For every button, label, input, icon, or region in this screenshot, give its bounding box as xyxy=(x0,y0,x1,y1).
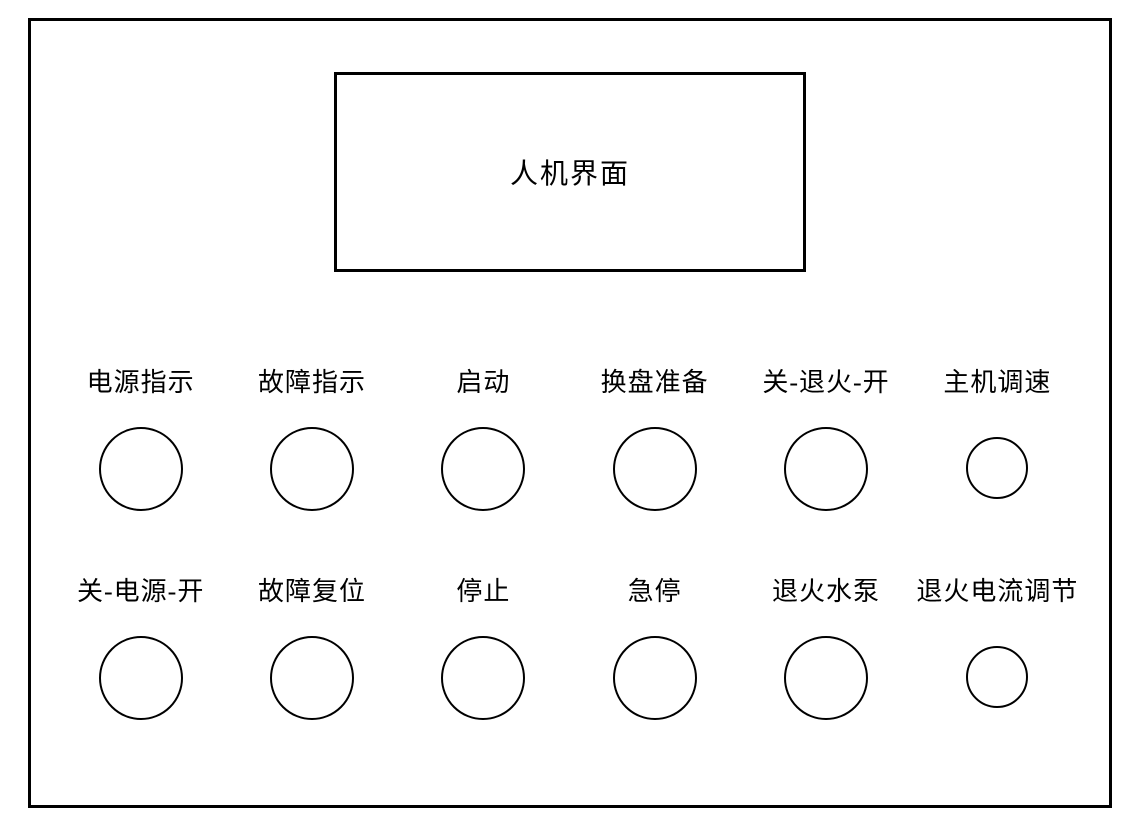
control-anneal-pump[interactable]: 退火水泵 xyxy=(740,571,911,720)
control-power-indicator: 电源指示 xyxy=(55,362,226,511)
control-fault-indicator: 故障指示 xyxy=(226,362,397,511)
control-main-speed[interactable]: 主机调速 xyxy=(912,362,1083,511)
hmi-screen-label: 人机界面 xyxy=(510,152,630,192)
control-stop[interactable]: 停止 xyxy=(398,571,569,720)
control-start[interactable]: 启动 xyxy=(398,362,569,511)
control-label: 故障指示 xyxy=(258,362,366,399)
control-emergency-stop[interactable]: 急停 xyxy=(569,571,740,720)
control-label: 退火电流调节 xyxy=(916,571,1078,608)
control-anneal-current[interactable]: 退火电流调节 xyxy=(912,571,1083,720)
button-circle[interactable] xyxy=(613,427,697,511)
control-fault-reset[interactable]: 故障复位 xyxy=(226,571,397,720)
knob-circle[interactable] xyxy=(966,646,1028,708)
indicator-circle xyxy=(99,427,183,511)
control-label: 退火水泵 xyxy=(772,571,880,608)
control-disk-change-prep[interactable]: 换盘准备 xyxy=(569,362,740,511)
button-circle[interactable] xyxy=(613,636,697,720)
control-label: 主机调速 xyxy=(943,362,1051,399)
switch-circle[interactable] xyxy=(99,636,183,720)
button-circle[interactable] xyxy=(784,636,868,720)
button-circle[interactable] xyxy=(270,636,354,720)
control-label: 停止 xyxy=(456,571,510,608)
switch-circle[interactable] xyxy=(784,427,868,511)
control-anneal-switch[interactable]: 关-退火-开 xyxy=(740,362,911,511)
control-label: 换盘准备 xyxy=(601,362,709,399)
knob-circle[interactable] xyxy=(966,437,1028,499)
button-circle[interactable] xyxy=(441,636,525,720)
control-power-switch[interactable]: 关-电源-开 xyxy=(55,571,226,720)
control-label: 关-电源-开 xyxy=(77,571,204,608)
control-label: 电源指示 xyxy=(87,362,195,399)
controls-grid: 电源指示 故障指示 启动 换盘准备 关-退火-开 主机调速 关-电源-开 故障复… xyxy=(55,362,1083,720)
button-circle[interactable] xyxy=(441,427,525,511)
indicator-circle xyxy=(270,427,354,511)
control-label: 启动 xyxy=(456,362,510,399)
control-label: 急停 xyxy=(628,571,682,608)
control-label: 关-退火-开 xyxy=(762,362,889,399)
hmi-screen-box: 人机界面 xyxy=(334,72,806,272)
control-label: 故障复位 xyxy=(258,571,366,608)
